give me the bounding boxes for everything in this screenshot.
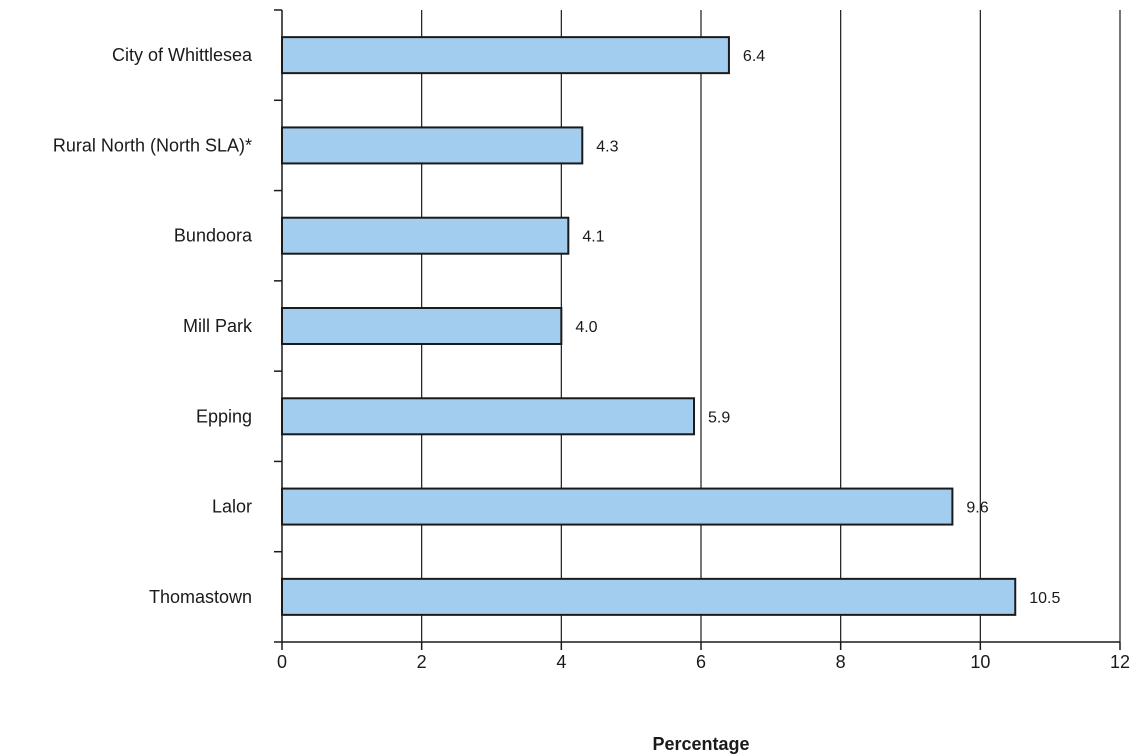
category-label: Bundoora	[174, 226, 253, 246]
value-label: 9.6	[966, 500, 988, 517]
labels: 0 2 4 6 8 10 12 City of Whittlesea 6.4 Rural Nort…	[53, 45, 1130, 672]
value-label: 4.1	[582, 229, 604, 246]
x-axis-title: Percentage	[652, 734, 749, 754]
bar	[281, 487, 954, 526]
bars	[281, 36, 1017, 616]
value-label: 6.4	[743, 48, 765, 65]
x-tick-label: 8	[836, 652, 846, 672]
bar	[281, 126, 584, 165]
bar	[281, 397, 696, 436]
bar	[281, 216, 570, 255]
category-label: Lalor	[212, 497, 252, 517]
gridlines	[421, 10, 1121, 642]
category-label: Mill Park	[183, 316, 253, 336]
value-label: 10.5	[1029, 590, 1060, 607]
x-tick-label: 12	[1110, 652, 1130, 672]
value-label: 5.9	[708, 409, 730, 426]
bar	[281, 307, 563, 345]
x-tick-label: 6	[696, 652, 706, 672]
x-tick-label: 10	[970, 652, 990, 672]
category-label: Thomastown	[149, 587, 252, 607]
value-label: 4.0	[575, 319, 597, 336]
category-label: Epping	[196, 406, 252, 426]
x-tick-label: 4	[556, 652, 566, 672]
bar	[281, 577, 1017, 616]
x-tick-label: 2	[417, 652, 427, 672]
category-label: City of Whittlesea	[112, 45, 253, 65]
category-label: Rural North (North SLA)*	[53, 135, 252, 155]
value-label: 4.3	[596, 138, 618, 155]
bar	[281, 36, 730, 75]
axes	[274, 9, 1121, 650]
x-tick-label: 0	[277, 652, 287, 672]
